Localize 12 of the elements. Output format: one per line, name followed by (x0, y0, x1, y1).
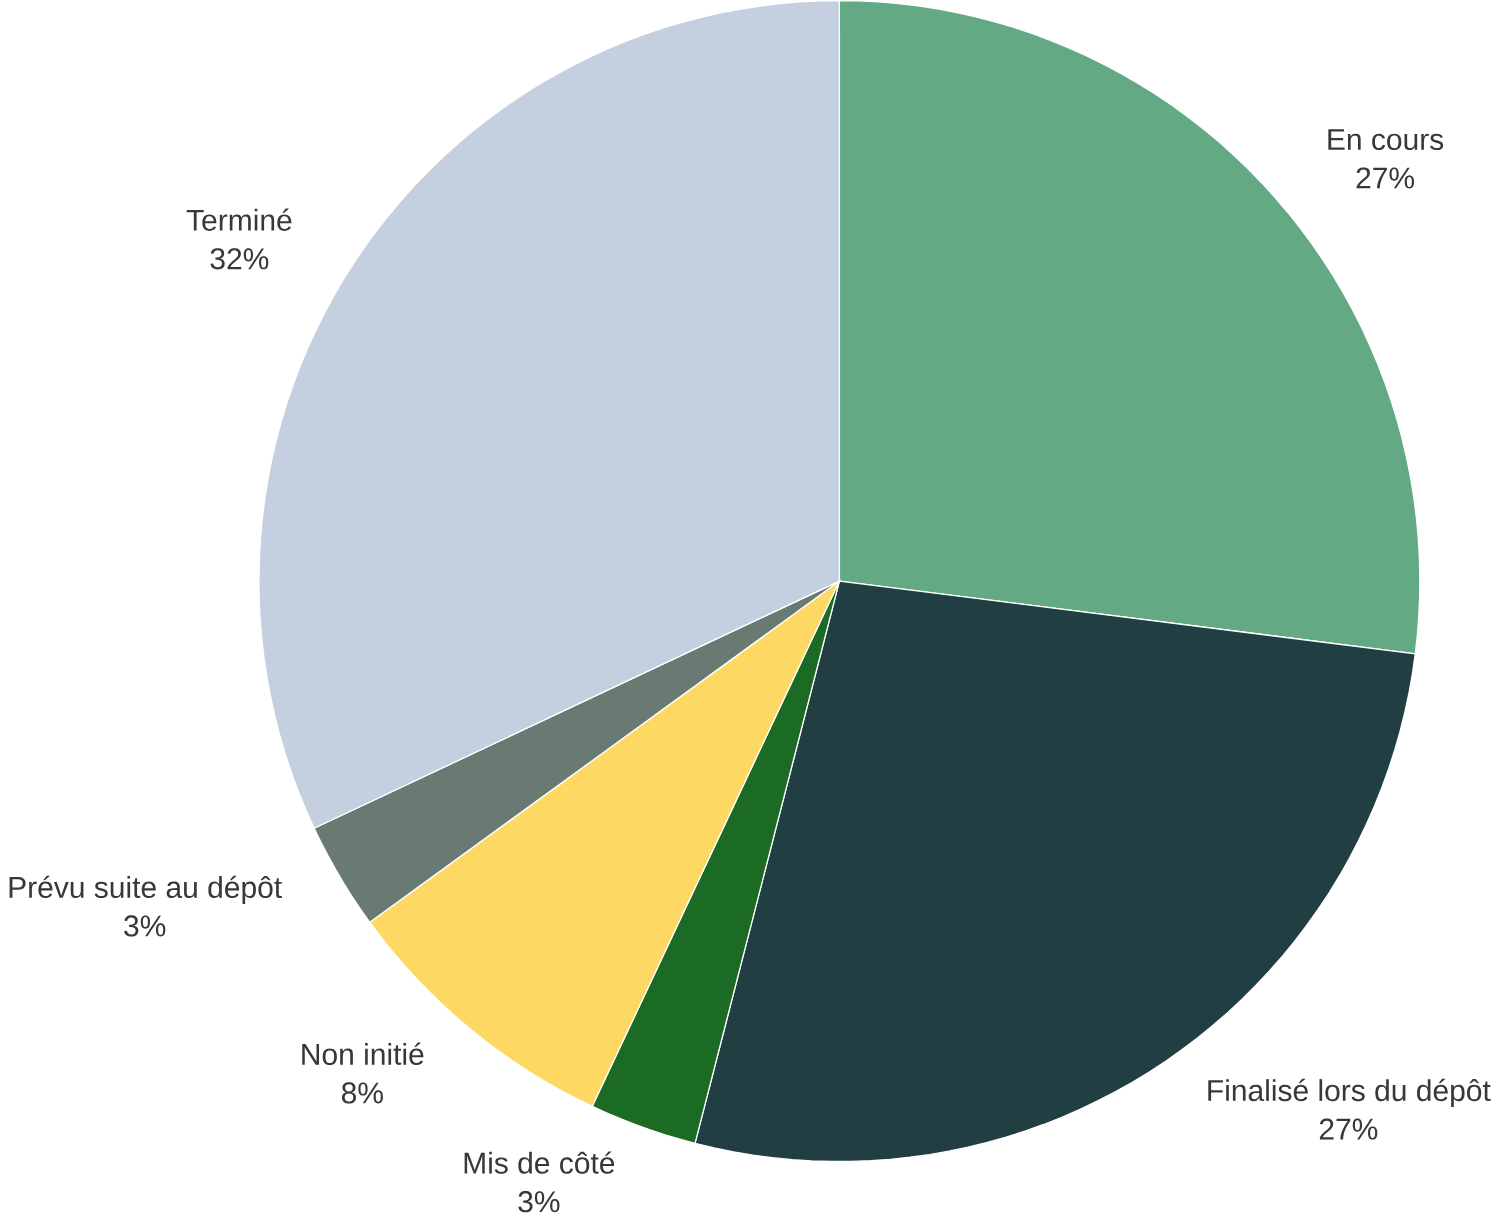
slice-label: En cours (1328, 128, 1444, 150)
data-label: 8% (341, 1082, 383, 1104)
data-label: 27% (1356, 167, 1415, 189)
slice-label: Non initié (302, 1042, 424, 1065)
data-label: 3% (124, 915, 166, 937)
data-label: 32% (210, 247, 269, 270)
slice-label: Finalisé lors du dépôt (1208, 1078, 1491, 1107)
slice-label: Prévu suite au dépôt (9, 875, 282, 904)
slice-label: Terminé (186, 208, 292, 231)
data-label: 27% (1319, 1118, 1378, 1140)
data-label: 3% (518, 1190, 560, 1213)
slice-label: Mis de côté (464, 1151, 615, 1174)
